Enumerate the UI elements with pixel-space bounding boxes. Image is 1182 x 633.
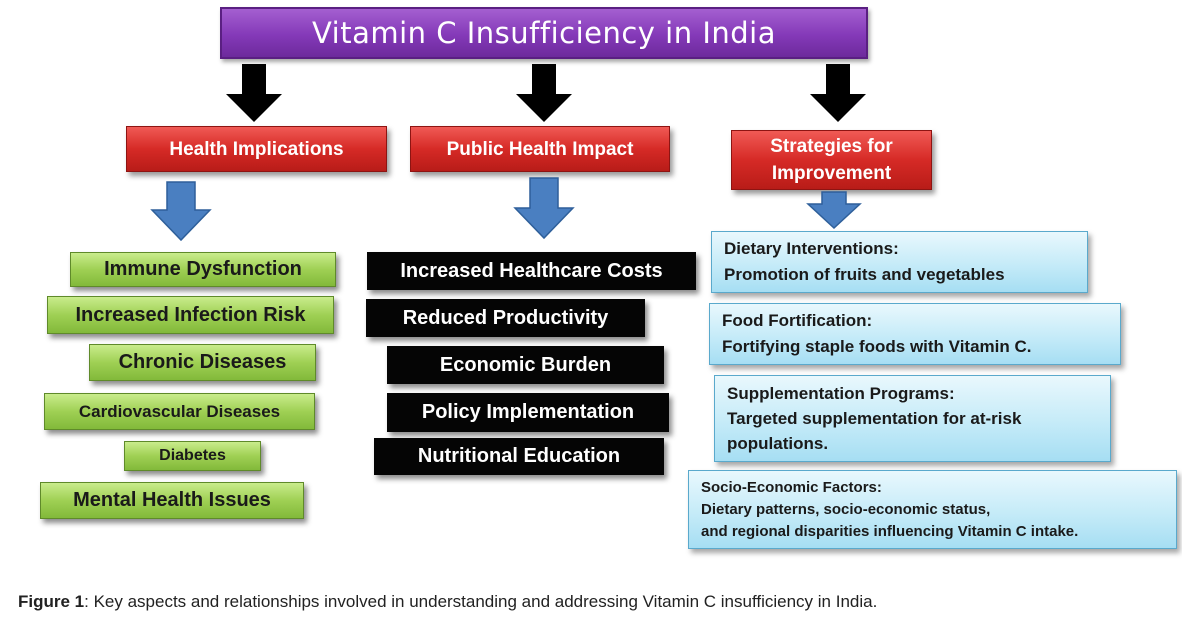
health-item: Diabetes [124,441,261,471]
strategy-heading: Supplementation Programs: [727,384,955,403]
health-item: Chronic Diseases [89,344,316,381]
strategy-heading: Dietary Interventions: [724,239,899,258]
strategy-text: Fortifying staple foods with Vitamin C. [722,337,1032,356]
health-item-label: Increased Infection Risk [75,303,306,326]
public-item-label: Reduced Productivity [402,306,609,329]
health-item-label: Chronic Diseases [118,351,287,373]
public-item: Policy Implementation [387,393,669,432]
down-arrow-icon [516,64,572,122]
category-health-implications: Health Implications [126,126,387,172]
public-item: Nutritional Education [374,438,664,475]
down-arrow-icon [810,64,866,122]
public-item: Economic Burden [387,346,664,384]
strategy-box: Socio-Economic Factors: Dietary patterns… [688,470,1177,549]
down-arrow-icon [806,191,862,230]
health-item-label: Immune Dysfunction [104,258,302,280]
health-item-label: Diabetes [159,447,226,464]
strategy-heading: Socio-Economic Factors: [701,478,882,496]
caption-label: Figure 1 [18,592,85,611]
health-item: Immune Dysfunction [70,252,336,287]
strategy-box: Dietary Interventions: Promotion of frui… [711,231,1088,293]
category-public-health-impact: Public Health Impact [410,126,670,172]
down-arrow-icon [513,177,575,240]
category-label-line: Strategies for [770,136,893,157]
strategy-text: Dietary patterns, socio-economic status, [701,500,991,518]
diagram-title: Vitamin C Insufficiency in India [220,7,868,59]
public-item: Reduced Productivity [366,299,645,337]
public-item-label: Increased Healthcare Costs [400,259,663,282]
health-item-label: Mental Health Issues [73,489,271,511]
strategy-text: populations. [727,434,829,453]
health-item: Increased Infection Risk [47,296,334,334]
category-strategies: Strategies for Improvement [731,130,932,190]
public-item: Increased Healthcare Costs [367,252,696,290]
public-item-label: Nutritional Education [417,445,621,467]
down-arrow-icon [150,181,212,242]
health-item: Mental Health Issues [40,482,304,519]
strategy-text: Targeted supplementation for at-risk [727,409,1022,428]
health-item: Cardiovascular Diseases [44,393,315,430]
down-arrow-icon [226,64,282,122]
figure-caption: Figure 1: Key aspects and relationships … [18,592,877,612]
category-label-line: Improvement [771,163,892,184]
category-label: Health Implications [169,138,344,160]
category-label: Public Health Impact [446,138,634,160]
strategy-heading: Food Fortification: [722,311,873,330]
public-item-label: Economic Burden [439,353,612,376]
caption-text: : Key aspects and relationships involved… [84,592,878,611]
strategy-box: Supplementation Programs: Targeted suppl… [714,375,1111,462]
public-item-label: Policy Implementation [421,401,635,423]
strategy-text: Promotion of fruits and vegetables [724,265,1005,284]
health-item-label: Cardiovascular Diseases [78,401,281,421]
strategy-text: and regional disparities influencing Vit… [701,522,1079,540]
strategy-box: Food Fortification: Fortifying staple fo… [709,303,1121,365]
